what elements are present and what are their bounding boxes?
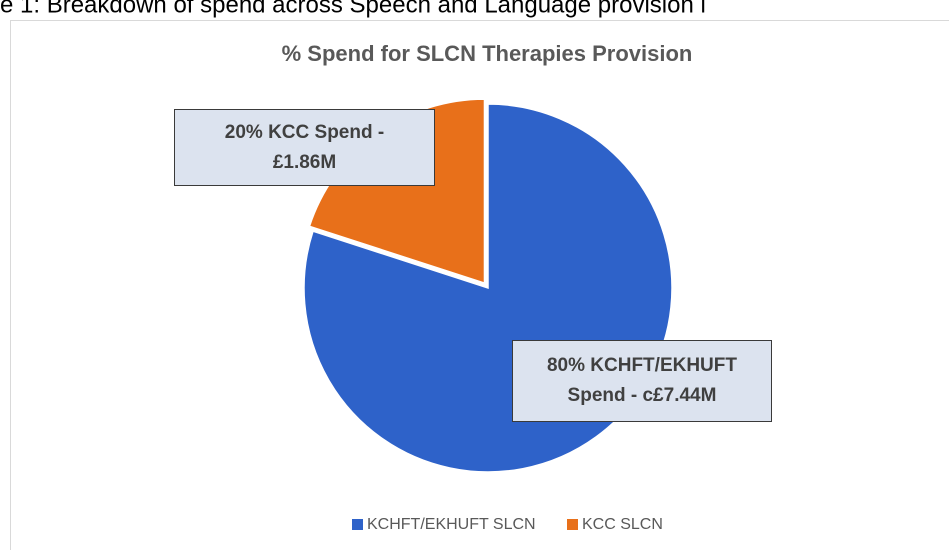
legend-swatch [567,519,578,530]
legend-swatch [352,519,363,530]
legend-label: KCHFT/EKHUFT SLCN [367,516,536,533]
caption: e 1: Breakdown of spend across Speech an… [0,0,706,18]
chart-title: % Spend for SLCN Therapies Provision [282,41,693,66]
legend-label: KCC SLCN [582,516,663,533]
data-label: 80% KCHFT/EKHUFT Spend - c£7.44M [512,340,772,422]
data-label: 20% KCC Spend - £1.86M [174,109,435,186]
